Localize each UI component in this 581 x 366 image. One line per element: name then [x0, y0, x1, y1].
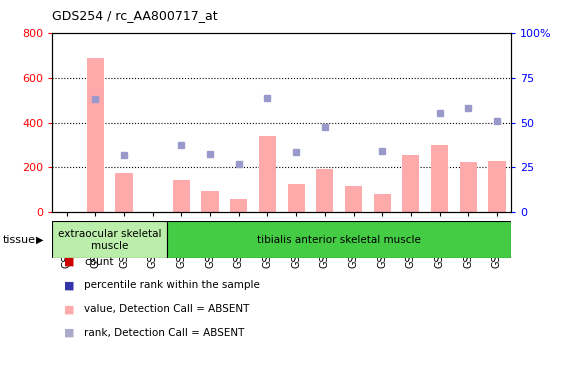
- Bar: [488, 161, 505, 212]
- Bar: [259, 136, 276, 212]
- Text: ▶: ▶: [36, 235, 44, 245]
- Bar: [116, 173, 132, 212]
- Bar: [288, 184, 305, 212]
- Bar: [402, 155, 419, 212]
- Text: ■: ■: [64, 257, 74, 267]
- Text: ■: ■: [64, 280, 74, 291]
- Text: tissue: tissue: [3, 235, 36, 245]
- Text: extraocular skeletal
muscle: extraocular skeletal muscle: [58, 229, 162, 251]
- Bar: [167, 221, 511, 258]
- Bar: [202, 191, 218, 212]
- Text: count: count: [84, 257, 114, 267]
- Text: ■: ■: [64, 328, 74, 338]
- Text: value, Detection Call = ABSENT: value, Detection Call = ABSENT: [84, 304, 250, 314]
- Text: ■: ■: [64, 304, 74, 314]
- Text: tibialis anterior skeletal muscle: tibialis anterior skeletal muscle: [257, 235, 421, 245]
- Text: rank, Detection Call = ABSENT: rank, Detection Call = ABSENT: [84, 328, 245, 338]
- Text: GDS254 / rc_AA800717_at: GDS254 / rc_AA800717_at: [52, 9, 218, 22]
- Bar: [87, 57, 104, 212]
- Bar: [431, 145, 448, 212]
- Bar: [316, 169, 333, 212]
- Text: percentile rank within the sample: percentile rank within the sample: [84, 280, 260, 291]
- Bar: [460, 162, 477, 212]
- Bar: [173, 180, 190, 212]
- Bar: [230, 199, 248, 212]
- Bar: [345, 187, 362, 212]
- Bar: [52, 221, 167, 258]
- Bar: [374, 194, 391, 212]
